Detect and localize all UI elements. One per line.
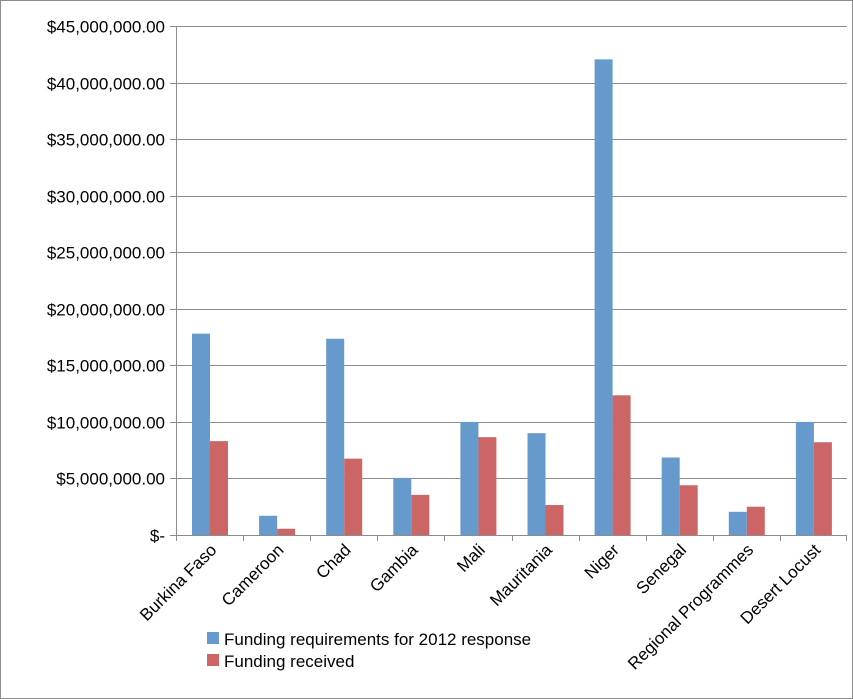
bar-funding-received bbox=[210, 441, 228, 535]
x-tick-label: Cameroon bbox=[218, 540, 288, 610]
bars bbox=[192, 59, 832, 536]
y-tick-label: $10,000,000.00 bbox=[47, 414, 165, 433]
x-tick-label: Gambia bbox=[366, 540, 422, 596]
bar-funding-requirements bbox=[594, 59, 613, 536]
bar-funding-received bbox=[813, 442, 832, 535]
bar-funding-received bbox=[612, 395, 631, 535]
y-tick-labels: $- $5,000,000.00 $10,000,000.00 $15,000,000… bbox=[47, 18, 165, 546]
x-tick-label: Niger bbox=[581, 540, 623, 582]
axes bbox=[170, 26, 847, 541]
y-tick-label: $35,000,000.00 bbox=[47, 131, 165, 150]
y-tick-label: $20,000,000.00 bbox=[47, 301, 165, 320]
bar-funding-requirements bbox=[795, 421, 814, 535]
bar-funding-requirements bbox=[192, 333, 210, 535]
bar-funding-requirements bbox=[259, 515, 278, 535]
bar-funding-received bbox=[344, 458, 363, 535]
x-tick-label: Senegal bbox=[633, 540, 691, 598]
bar-funding-received bbox=[411, 494, 430, 535]
legend-swatch bbox=[207, 654, 219, 666]
bar-funding-received bbox=[478, 437, 497, 535]
legend-label: Funding received bbox=[224, 652, 354, 671]
bar-funding-requirements bbox=[460, 421, 479, 535]
bar-funding-received bbox=[277, 528, 296, 535]
legend-label: Funding requirements for 2012 response bbox=[224, 630, 531, 649]
x-tick-label: Mauritania bbox=[486, 540, 556, 610]
y-tick-label: $45,000,000.00 bbox=[47, 18, 165, 37]
bar-funding-requirements bbox=[728, 511, 747, 535]
x-tick-label: Chad bbox=[312, 540, 354, 582]
y-tick-label: $30,000,000.00 bbox=[47, 188, 165, 207]
gridlines bbox=[176, 26, 847, 479]
y-tick-label: $25,000,000.00 bbox=[47, 244, 165, 263]
bar-funding-requirements bbox=[527, 433, 546, 535]
bar-funding-received bbox=[545, 505, 564, 535]
x-tick-label: Mali bbox=[453, 540, 488, 575]
y-tick-label: $5,000,000.00 bbox=[56, 470, 165, 489]
bar-funding-received bbox=[746, 506, 765, 535]
y-tick-label: $- bbox=[150, 527, 165, 546]
x-tick-label: Burkina Faso bbox=[136, 540, 220, 624]
x-tick-label: Regional Programmes bbox=[624, 540, 757, 673]
bar-funding-requirements bbox=[393, 477, 412, 535]
y-tick-label: $15,000,000.00 bbox=[47, 357, 165, 376]
legend-swatch bbox=[207, 632, 219, 644]
legend: Funding requirements for 2012 response Fu… bbox=[207, 630, 531, 671]
bar-funding-requirements bbox=[326, 338, 345, 535]
y-tick-label: $40,000,000.00 bbox=[47, 75, 165, 94]
bar-funding-requirements bbox=[661, 457, 680, 535]
bar-funding-received bbox=[679, 485, 698, 535]
